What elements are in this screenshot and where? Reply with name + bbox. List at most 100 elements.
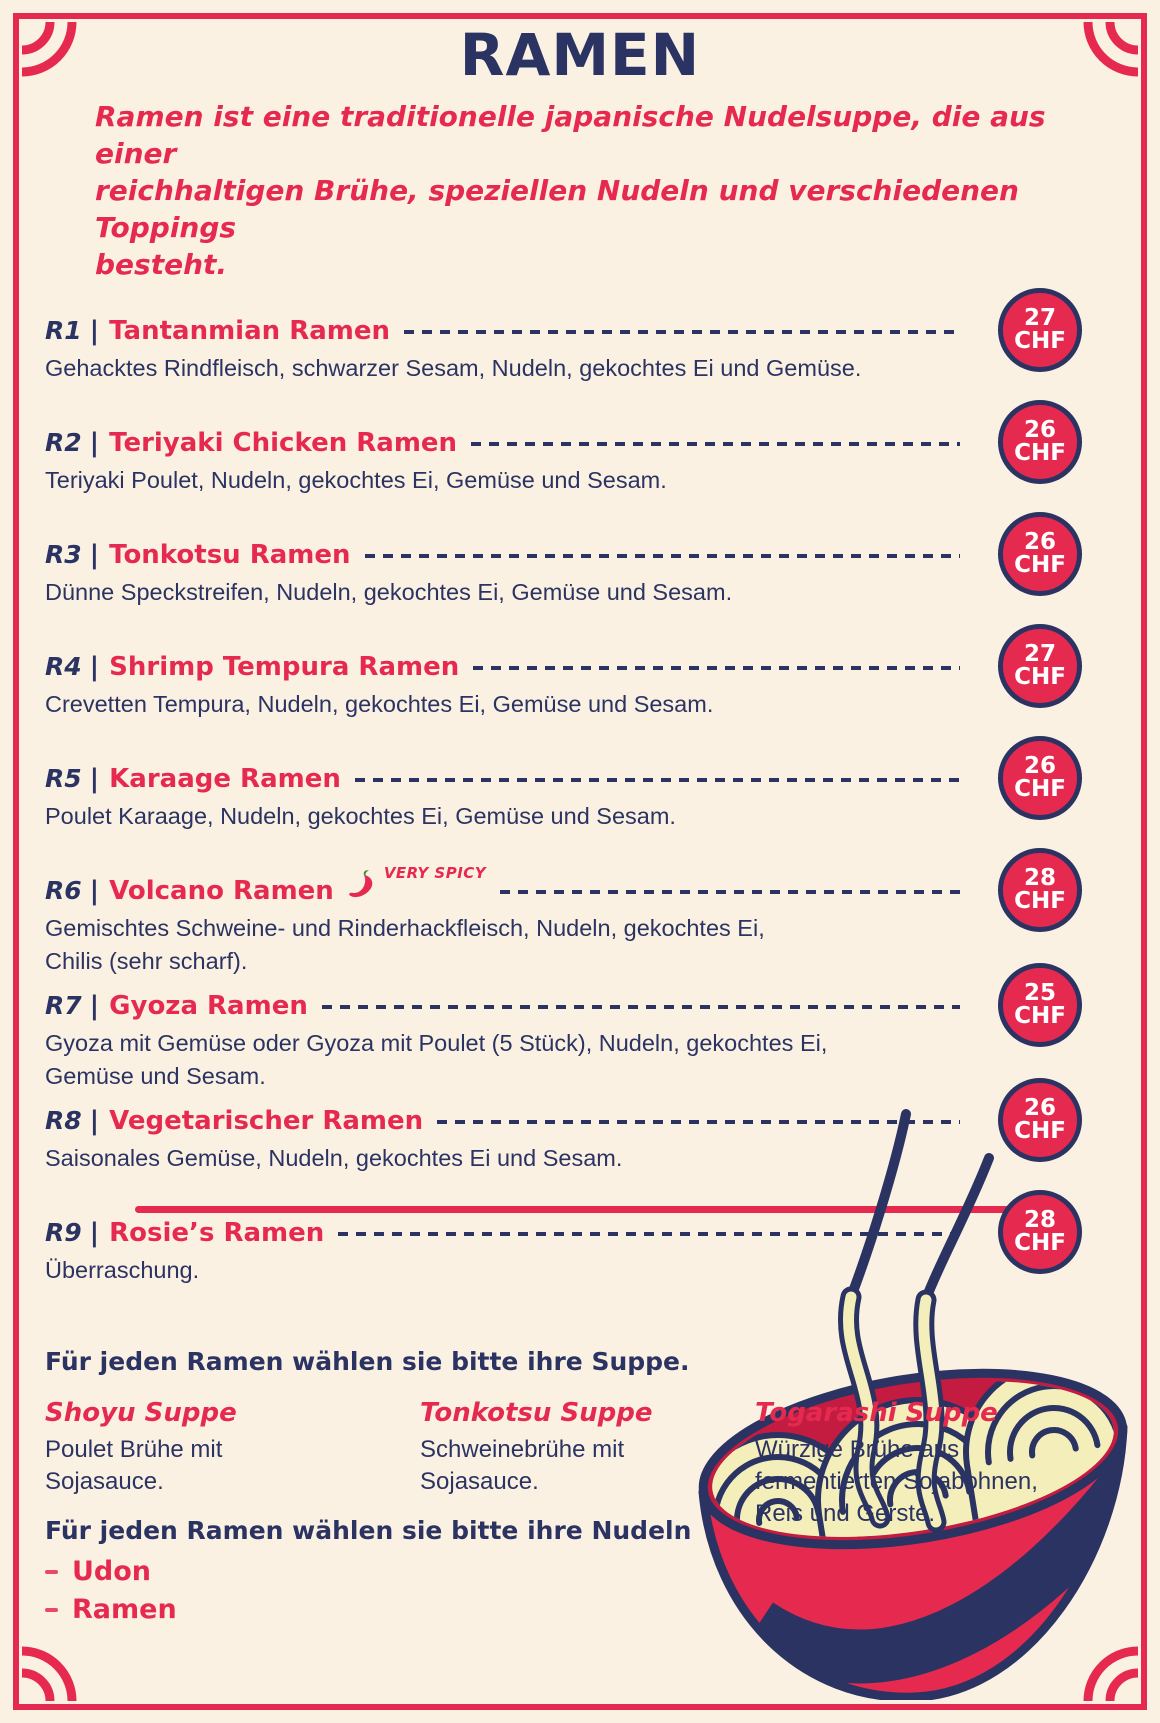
bullet-dash	[45, 1569, 58, 1574]
item-name: Tonkotsu Ramen	[109, 540, 351, 570]
soup-column-tonkotsu: Tonkotsu Suppe Schweinebrühe mit Sojasau…	[420, 1396, 755, 1498]
noodle-label: Ramen	[72, 1594, 177, 1625]
dotted-leader	[354, 778, 960, 782]
price-badge: 26 CHF	[998, 736, 1082, 820]
noodle-option-ramen: Ramen	[45, 1593, 1160, 1626]
item-title-line: R8 | Vegetarischer Ramen	[45, 1103, 960, 1139]
ramen-bowl-illustration	[698, 1109, 1128, 1700]
price-badge: 27 CHF	[998, 624, 1082, 708]
price-badge: 28 CHF	[998, 1190, 1082, 1274]
price-value: 28	[1023, 1207, 1056, 1233]
soup-description: Poulet Brühe mit Sojasauce.	[45, 1436, 223, 1495]
price-currency: CHF	[1014, 664, 1066, 690]
price-currency: CHF	[1014, 888, 1066, 914]
item-name: Karaage Ramen	[109, 764, 341, 794]
price-value: 27	[1023, 641, 1056, 667]
price-badge: 25 CHF	[998, 963, 1082, 1047]
soup-name: Togarashi Suppe	[755, 1398, 998, 1428]
item-title-line: R6 | Volcano Ramen VERY SPICY	[45, 864, 960, 909]
item-separator: |	[89, 876, 100, 906]
item-title-line: R1 | Tantanmian Ramen	[45, 313, 960, 349]
item-code: R7	[45, 991, 82, 1020]
price-badge: 26 CHF	[998, 512, 1082, 596]
item-name: Volcano Ramen	[109, 876, 334, 906]
item-code: R5	[45, 764, 82, 793]
dotted-leader	[500, 890, 960, 894]
item-description: Gemischtes Schweine- und Rinderhackfleis…	[45, 915, 765, 974]
soup-column-togarashi: Togarashi Suppe Würzige Brühe aus fermen…	[755, 1396, 1085, 1530]
item-description: Dünne Speckstreifen, Nudeln, gekochtes E…	[45, 579, 733, 605]
menu-item-r2: 26 CHF R2 | Teriyaki Chicken Ramen Teriy…	[45, 400, 1090, 497]
soup-name: Tonkotsu Suppe	[420, 1398, 653, 1428]
menu-item-r9: 28 CHF R9 | Rosie’s Ramen Überraschung.	[45, 1190, 1090, 1287]
section-divider	[135, 1206, 1040, 1213]
item-name: Teriyaki Chicken Ramen	[109, 428, 458, 458]
item-code: R4	[45, 652, 82, 681]
page-border	[13, 13, 1147, 1710]
menu-list: 27 CHF R1 | Tantanmian Ramen Gehacktes R…	[45, 288, 1090, 1287]
item-name: Tantanmian Ramen	[109, 316, 390, 346]
item-code: R8	[45, 1106, 82, 1135]
price-currency: CHF	[1014, 776, 1066, 802]
item-name: Vegetarischer Ramen	[109, 1106, 424, 1136]
price-currency: CHF	[1014, 440, 1066, 466]
item-name: Gyoza Ramen	[109, 991, 308, 1021]
soup-description: Schweinebrühe mit Sojasauce.	[420, 1436, 625, 1495]
item-separator: |	[89, 1106, 100, 1136]
menu-item-r7: 25 CHF R7 | Gyoza Ramen Gyoza mit Gemüse…	[45, 963, 1090, 1093]
item-name: Rosie’s Ramen	[109, 1218, 325, 1248]
item-separator: |	[89, 1218, 100, 1248]
dotted-leader	[321, 1005, 960, 1009]
spicy-indicator: VERY SPICY	[346, 864, 486, 903]
item-description: Crevetten Tempura, Nudeln, gekochtes Ei,…	[45, 691, 714, 717]
soup-section-header: Für jeden Ramen wählen sie bitte ihre Su…	[45, 1347, 690, 1376]
noodle-option-udon: Udon	[45, 1555, 1160, 1588]
price-currency: CHF	[1014, 1230, 1066, 1256]
dotted-leader	[404, 330, 960, 334]
chili-icon	[349, 870, 373, 898]
menu-item-r8: 26 CHF R8 | Vegetarischer Ramen Saisonal…	[45, 1078, 1090, 1175]
item-title-line: R9 | Rosie’s Ramen	[45, 1215, 960, 1251]
price-value: 27	[1023, 305, 1056, 331]
item-description: Saisonales Gemüse, Nudeln, gekochtes Ei …	[45, 1145, 623, 1171]
corner-ornament-bottom-left	[21, 1646, 77, 1702]
menu-item-r3: 26 CHF R3 | Tonkotsu Ramen Dünne Speckst…	[45, 512, 1090, 609]
item-title-line: R3 | Tonkotsu Ramen	[45, 537, 960, 573]
corner-ornament-top-right	[1083, 21, 1139, 77]
price-badge: 26 CHF	[998, 1078, 1082, 1162]
item-separator: |	[89, 652, 100, 682]
item-title-line: R2 | Teriyaki Chicken Ramen	[45, 425, 960, 461]
item-description: Poulet Karaage, Nudeln, gekochtes Ei, Ge…	[45, 803, 676, 829]
item-separator: |	[89, 991, 100, 1021]
bowl-stripe	[743, 1451, 1123, 1684]
item-description: Gehacktes Rindfleisch, schwarzer Sesam, …	[45, 355, 862, 381]
price-value: 26	[1023, 417, 1056, 443]
item-description: Teriyaki Poulet, Nudeln, gekochtes Ei, G…	[45, 467, 667, 493]
page-title: RAMEN	[459, 21, 701, 89]
price-value: 26	[1023, 753, 1056, 779]
price-value: 26	[1023, 1095, 1056, 1121]
menu-item-r6: 28 CHF R6 | Volcano Ramen VERY SPICY	[45, 848, 1090, 978]
dotted-leader	[437, 1120, 960, 1124]
chopsticks-icon	[846, 1109, 994, 1304]
corner-ornament-bottom-right	[1083, 1646, 1139, 1702]
bullet-dash	[45, 1607, 58, 1612]
corner-ornament-top-left	[21, 21, 77, 77]
item-name: Shrimp Tempura Ramen	[109, 652, 460, 682]
price-currency: CHF	[1014, 1003, 1066, 1029]
item-description: Gyoza mit Gemüse oder Gyoza mit Poulet (…	[45, 1030, 828, 1089]
price-value: 25	[1023, 980, 1056, 1006]
price-value: 28	[1023, 865, 1056, 891]
dotted-leader	[364, 554, 960, 558]
menu-item-r5: 26 CHF R5 | Karaage Ramen Poulet Karaage…	[45, 736, 1090, 833]
soup-options: Shoyu Suppe Poulet Brühe mit Sojasauce. …	[45, 1396, 1160, 1527]
price-currency: CHF	[1014, 552, 1066, 578]
item-code: R1	[45, 316, 82, 345]
item-code: R3	[45, 540, 82, 569]
item-separator: |	[89, 316, 100, 346]
item-separator: |	[89, 764, 100, 794]
price-currency: CHF	[1014, 1118, 1066, 1144]
dotted-leader	[471, 442, 960, 446]
price-badge: 27 CHF	[998, 288, 1082, 372]
item-title-line: R5 | Karaage Ramen	[45, 761, 960, 797]
